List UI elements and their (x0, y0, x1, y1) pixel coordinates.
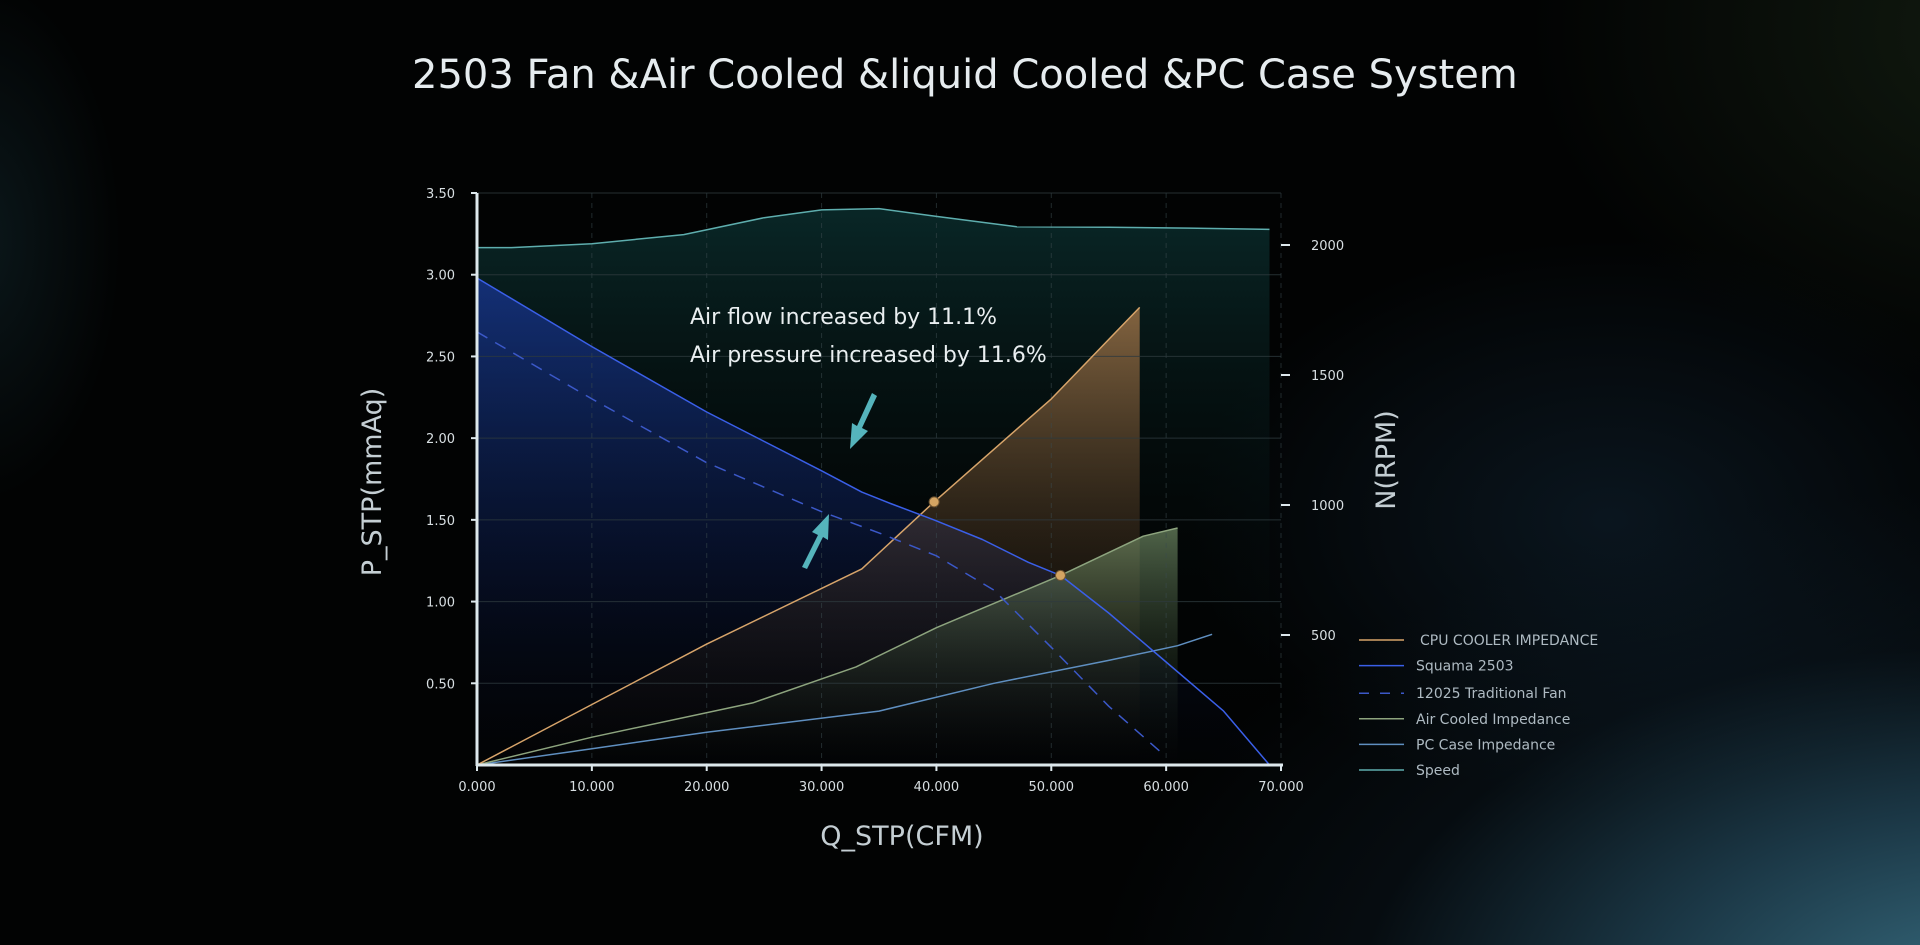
x-tick-label: 10.000 (569, 780, 615, 795)
y-tick-label: 3.50 (426, 187, 455, 202)
x-tick-label: 40.000 (914, 780, 960, 795)
y-tick-label: 3.00 (426, 269, 455, 284)
legend-item-air-cooled-impedance: Air Cooled Impedance (1359, 712, 1570, 728)
x-tick-label: 60.000 (1143, 780, 1189, 795)
legend: CPU COOLER IMPEDANCE Squama 2503 12025 Tra… (1359, 633, 1598, 779)
y-axis-title: P_STP(mmAq) (357, 388, 388, 577)
y2-axis-title: N(RPM) (1371, 410, 1402, 510)
series-line-air-cooled-impedance (476, 527, 1178, 766)
legend-item-squama-2503: Squama 2503 (1359, 659, 1514, 675)
y2-tick-label: 1000 (1311, 499, 1344, 514)
legend-label: Speed (1416, 763, 1460, 779)
arrow-up-right-icon (802, 514, 829, 569)
legend-item-12025-traditional-fan: 12025 Traditional Fan (1359, 686, 1567, 702)
legend-label: 12025 Traditional Fan (1416, 686, 1567, 702)
legend-label: CPU COOLER IMPEDANCE (1420, 633, 1598, 649)
y-tick-label: 0.50 (426, 677, 455, 692)
legend-label: Air Cooled Impedance (1416, 712, 1570, 728)
series-line-squama-2503 (476, 277, 1271, 766)
series-line-cpu-cooler-impedance (476, 306, 1141, 766)
x-tick-label: 30.000 (799, 780, 845, 795)
arrow-down-left-icon (850, 393, 877, 449)
y-tick-label: 2.50 (426, 350, 455, 365)
series-lines (476, 207, 1271, 766)
y-tick-label: 1.50 (426, 514, 455, 529)
annotation-pressure: Air pressure increased by 11.6% (690, 343, 1047, 368)
y2-tick-label: 2000 (1311, 239, 1344, 254)
chart-title: 2503 Fan &Air Cooled &liquid Cooled &PC … (412, 52, 1518, 98)
series-line-speed (477, 207, 1270, 249)
series-line-pc-case-impedance (476, 633, 1213, 766)
legend-item-cpu-cooler-impedance: CPU COOLER IMPEDANCE (1359, 633, 1598, 649)
axes: 0.000 10.000 20.000 30.000 40.000 50.000 60.00… (426, 187, 1344, 795)
x-tick-label: 20.000 (684, 780, 730, 795)
legend-label: Squama 2503 (1416, 659, 1514, 675)
legend-label: PC Case Impedance (1416, 737, 1555, 753)
y2-tick-label: 500 (1311, 629, 1336, 644)
series-line-12025-traditional-fan (476, 331, 1167, 758)
y-tick-label: 2.00 (426, 432, 455, 447)
operating-points (928, 496, 1066, 581)
legend-item-speed: Speed (1359, 763, 1460, 779)
area-fills (477, 208, 1270, 766)
annotation-airflow: Air flow increased by 11.1% (690, 305, 997, 330)
y2-tick-label: 1500 (1311, 369, 1344, 384)
legend-item-pc-case-impedance: PC Case Impedance (1359, 737, 1555, 753)
x-tick-label: 50.000 (1029, 780, 1075, 795)
operating-point-marker (1054, 569, 1066, 581)
operating-point-marker (928, 496, 940, 508)
x-axis-title: Q_STP(CFM) (820, 821, 983, 852)
y-tick-label: 1.00 (426, 596, 455, 611)
gridlines (477, 192, 1282, 765)
x-tick-label: 70.000 (1258, 780, 1304, 795)
area-fill-air-cooled-impedance (477, 528, 1178, 765)
annotation-arrows (802, 393, 877, 569)
x-tick-label: 0.000 (458, 780, 495, 795)
